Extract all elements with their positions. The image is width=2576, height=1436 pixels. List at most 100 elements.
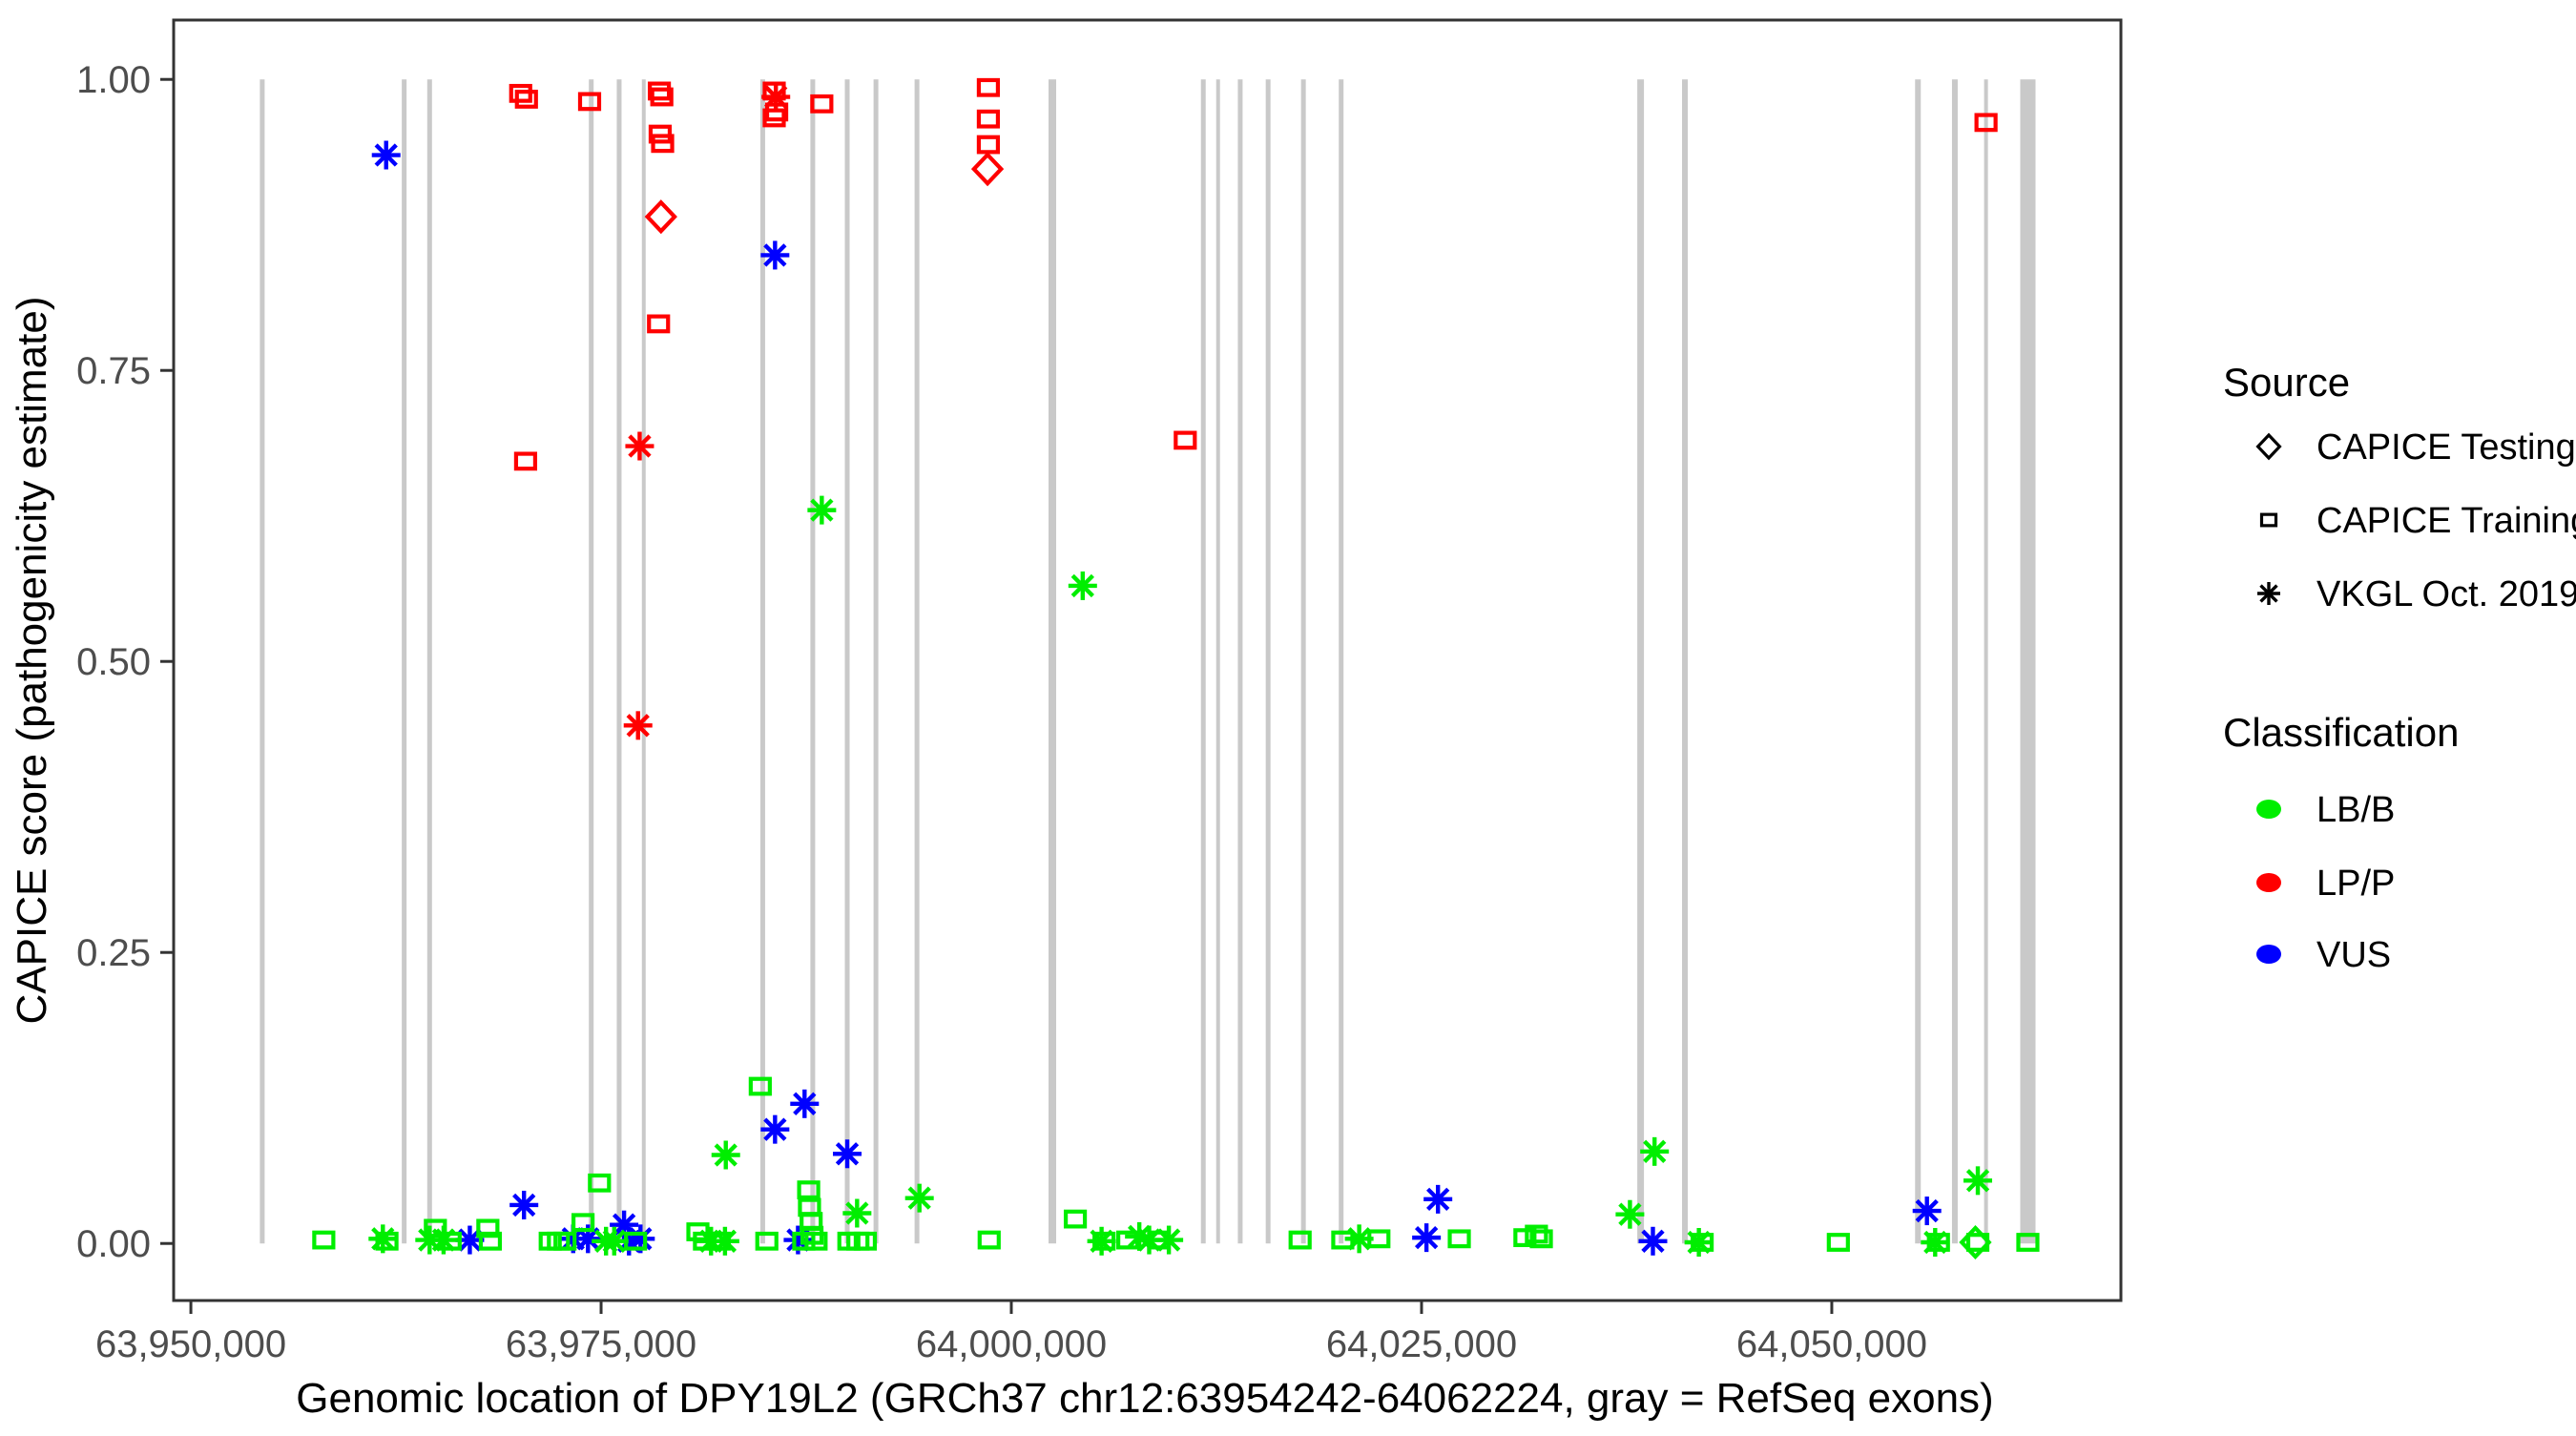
x-axis-title: Genomic location of DPY19L2 (GRCh37 chr1… [296, 1375, 1993, 1422]
refseq-exon-bar [1951, 79, 1958, 1244]
data-point-square [1092, 1231, 1116, 1251]
data-point-square [2016, 1233, 2040, 1252]
refseq-exon-bar [1215, 79, 1220, 1244]
legend-color-dot [2256, 873, 2281, 892]
data-point-asterisk [1615, 1199, 1645, 1229]
y-axis-tick-label: 0.50 [76, 641, 151, 683]
refseq-exon-bar [1049, 79, 1057, 1244]
legend-item-label: LP/P [2316, 864, 2395, 904]
data-point-square [1525, 1224, 1548, 1244]
data-point-asterisk [1412, 1223, 1442, 1253]
y-axis-tick-label: 0.75 [76, 350, 151, 392]
refseq-exon-bar [810, 79, 816, 1244]
data-point-square [1529, 1229, 1553, 1249]
refseq-exon-bar [1637, 79, 1645, 1244]
data-point-square [312, 1230, 336, 1250]
data-point-square [476, 1218, 500, 1238]
plot-panel-border [172, 18, 2123, 1302]
refseq-exon-bar [844, 79, 850, 1244]
data-point-asterisk [1154, 1225, 1184, 1255]
legend-source-title: Source [2223, 360, 2350, 405]
legend-items: CAPICE Testing CAPICE Training VKGL Oct. 2… [2255, 427, 2576, 975]
data-point-square [571, 1213, 595, 1233]
legend-color-dot [2256, 945, 2281, 964]
data-point-square [1447, 1229, 1471, 1249]
data-point-square [976, 109, 1001, 129]
refseq-exon-bar [1915, 79, 1922, 1244]
data-point-square [853, 1231, 878, 1251]
data-point-asterisk [760, 1114, 790, 1144]
data-point-square [438, 1231, 462, 1251]
refseq-exon-bar [1300, 79, 1306, 1244]
data-point-square [748, 1076, 772, 1096]
data-point-square [553, 1231, 577, 1251]
x-axis-tick-label: 64,050,000 [1736, 1323, 1927, 1365]
refseq-exon-bar [1682, 79, 1689, 1244]
data-point-asterisk [807, 495, 837, 525]
data-point-square [1174, 430, 1197, 450]
data-point-square [976, 135, 1001, 155]
legend-item-label: CAPICE Training [2316, 501, 2576, 541]
refseq-exon-bar [641, 79, 646, 1244]
y-axis-tick-label: 0.00 [76, 1223, 151, 1265]
data-point-square [478, 1231, 503, 1251]
refseq-exon-bar [260, 79, 265, 1244]
x-axis-tick-label: 64,025,000 [1326, 1323, 1517, 1365]
refseq-exon-bar [1237, 79, 1243, 1244]
data-point-asterisk [711, 1140, 740, 1170]
data-point-asterisk [904, 1183, 934, 1213]
data-point-square [375, 1231, 399, 1251]
data-point-asterisk [1921, 1228, 1950, 1257]
data-point-square [1288, 1230, 1312, 1250]
refseq-exon-bar [1200, 79, 1206, 1244]
refseq-exon-layer [260, 79, 2036, 1244]
data-point-square [1826, 1233, 1850, 1252]
data-point-asterisk [1963, 1166, 1993, 1196]
data-point-diamond [970, 152, 1005, 187]
legend-item-label: VUS [2316, 935, 2391, 975]
data-point-square [651, 134, 675, 154]
data-point-square [977, 1230, 1001, 1250]
data-point-asterisk [1638, 1226, 1668, 1256]
data-point-square [762, 108, 786, 128]
refseq-exon-bar [589, 79, 594, 1244]
refseq-exon-bar [402, 79, 407, 1244]
data-point-asterisk [1684, 1228, 1714, 1257]
data-point-square [755, 1231, 779, 1251]
data-point-square [624, 1231, 648, 1251]
data-point-asterisk [790, 1089, 820, 1118]
legend: Source Classification CAPICE TestingCAPI… [2223, 360, 2576, 975]
data-point-asterisk [371, 140, 401, 170]
data-point-asterisk [1068, 571, 1097, 600]
data-point-square [1367, 1229, 1391, 1249]
data-point-asterisk [710, 1226, 739, 1256]
refseq-exon-bar [873, 79, 879, 1244]
data-point-asterisk [509, 1190, 539, 1219]
x-axis-tick-label: 63,975,000 [506, 1323, 696, 1365]
data-point-layer [312, 77, 2040, 1260]
axis-layer: 63,950,000 63,975,000 64,000,000 64,025,000… [76, 59, 1927, 1365]
data-point-square [514, 90, 538, 109]
y-axis-tick-label: 0.25 [76, 932, 151, 974]
legend-item-label: CAPICE Testing [2316, 427, 2576, 468]
legend-item-label: VKGL Oct. 2019 [2316, 574, 2576, 614]
y-axis-tick-label: 1.00 [76, 59, 151, 101]
refseq-exon-bar [616, 79, 622, 1244]
data-point-asterisk [625, 431, 654, 461]
refseq-exon-bar [426, 79, 432, 1244]
data-point-asterisk [842, 1198, 872, 1228]
x-axis-tick-label: 64,000,000 [916, 1323, 1107, 1365]
data-point-asterisk [760, 240, 790, 270]
data-point-asterisk [599, 1226, 629, 1256]
refseq-exon-bar [759, 79, 765, 1244]
data-point-asterisk [1912, 1197, 1942, 1226]
data-point-diamond [2255, 432, 2282, 461]
data-point-square [2259, 512, 2278, 528]
data-point-square [588, 1173, 612, 1193]
data-point-square [577, 92, 602, 112]
data-point-asterisk [1423, 1184, 1453, 1214]
data-point-square [804, 1231, 828, 1251]
data-point-square [1974, 113, 1998, 133]
refseq-exon-bar [914, 79, 920, 1244]
